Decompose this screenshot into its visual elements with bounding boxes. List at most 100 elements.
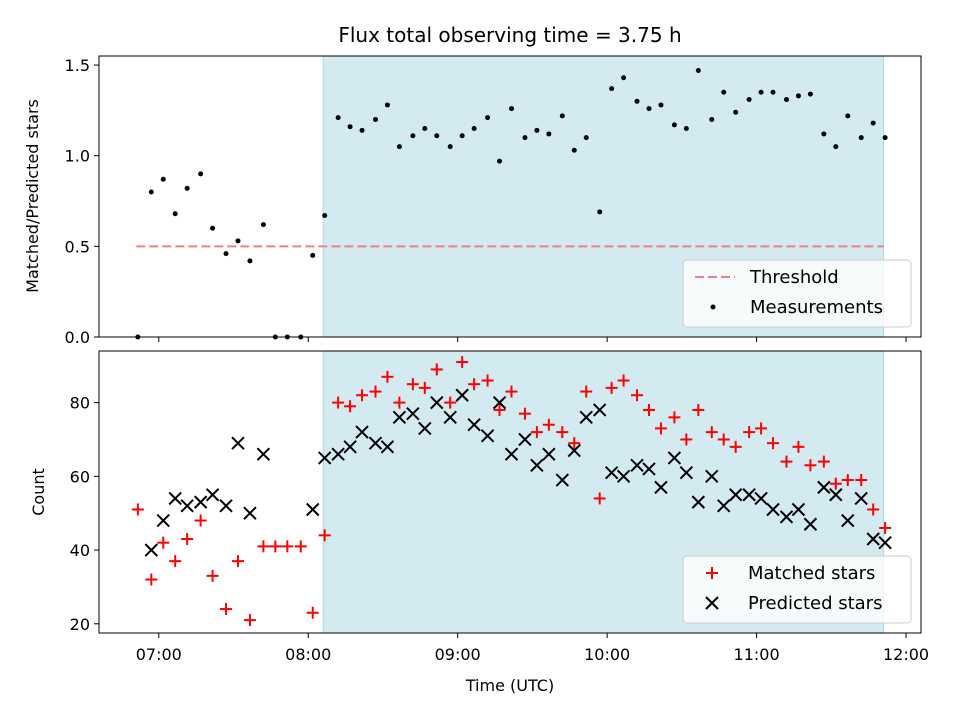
predicted-star-point (841, 513, 855, 528)
x-tick-label: 09:00 (435, 645, 481, 664)
matched-star-point (817, 455, 830, 468)
predicted-star-point (317, 451, 332, 465)
bottom-y-tick-label: 80 (70, 394, 90, 413)
matched-star-point (705, 426, 718, 439)
measurement-point (783, 97, 789, 103)
predicted-star-point (604, 465, 619, 480)
legend-matched-swatch (706, 567, 718, 579)
matched-star-point (194, 514, 207, 527)
measurement-point (882, 135, 888, 141)
measurement-point (821, 131, 827, 137)
measurement-point (571, 147, 577, 153)
x-tick-label: 10:00 (584, 645, 630, 664)
matched-star-point (518, 407, 531, 420)
measurement-point (758, 89, 764, 95)
measurement-point (235, 238, 241, 244)
predicted-star-point (803, 517, 818, 531)
predicted-star-point (467, 418, 481, 432)
bottom-y-axis-label: Count (29, 468, 48, 516)
measurement-point (646, 106, 652, 112)
predicted-star-point (418, 421, 432, 436)
matched-star-point (356, 389, 369, 402)
predicted-star-point (579, 410, 593, 425)
measurement-point (372, 116, 378, 122)
bottom-legend-box (682, 555, 912, 624)
predicted-star-point (368, 436, 383, 450)
measurement-point (609, 86, 615, 92)
matched-star-point (157, 536, 170, 549)
matched-star-point (306, 606, 319, 619)
matched-star-point (580, 385, 593, 398)
matched-star-point (668, 411, 681, 424)
measurement-point (434, 133, 440, 139)
matched-star-point (755, 422, 768, 435)
matched-star-point (642, 403, 655, 416)
matched-star-point (505, 385, 518, 398)
predicted-star-point (331, 447, 345, 461)
predicted-star-point (630, 458, 644, 472)
predicted-star-point (530, 458, 544, 472)
matched-star-point (257, 540, 270, 553)
predicted-star-point (205, 488, 220, 502)
measurement-point (210, 225, 216, 231)
predicted-star-point (380, 440, 395, 454)
matched-star-point (294, 540, 307, 553)
measurement-point (546, 131, 552, 137)
matched-star-point (393, 396, 406, 409)
measurement-point (160, 176, 166, 182)
bottom-axes-frame (98, 350, 922, 634)
predicted-star-point (492, 395, 507, 410)
predicted-star-point (219, 499, 233, 513)
predicted-star-point (180, 499, 194, 513)
predicted-star-point (742, 488, 756, 502)
legend-measurements-label: Measurements (750, 297, 883, 318)
matched-star-point (717, 433, 730, 446)
measurement-point (721, 89, 727, 95)
measurement-point (148, 189, 154, 195)
matched-star-point (617, 374, 630, 387)
predicted-star-point (642, 462, 656, 476)
chart-title: Flux total observing time = 3.75 h (338, 23, 681, 47)
measurement-point (471, 126, 477, 132)
matched-star-point (369, 385, 382, 398)
predicted-star-point (829, 488, 843, 502)
top-y-tick-label: 1.5 (65, 56, 90, 75)
predicted-star-point (343, 440, 357, 454)
matched-star-point (206, 569, 219, 582)
matched-star-point (841, 474, 854, 487)
bottom-legend: Matched stars Predicted stars (682, 555, 912, 624)
matched-star-point (743, 426, 756, 439)
x-tick-label: 11:00 (734, 645, 780, 664)
matched-star-point (430, 363, 443, 376)
predicted-star-point (555, 473, 570, 487)
x-tick-label: 08:00 (285, 645, 331, 664)
predicted-star-point (592, 403, 607, 417)
matched-star-point (493, 403, 506, 416)
measurement-point (583, 135, 589, 141)
predicted-star-point (504, 447, 519, 461)
measurement-point (709, 116, 715, 122)
predicted-star-point (518, 432, 532, 447)
measurement-point (795, 93, 801, 99)
measurement-point (260, 222, 266, 228)
matched-star-point (680, 433, 693, 446)
measurement-point (223, 251, 229, 257)
predicted-star-point (616, 469, 631, 484)
predicted-star-point (144, 543, 159, 557)
top-y-axis-label: Matched/Predicted stars (23, 99, 42, 293)
matched-star-point (542, 418, 555, 431)
measurement-point (770, 89, 776, 95)
predicted-star-point (256, 447, 271, 461)
top-legend: Threshold Measurements (682, 259, 912, 328)
measurement-point (247, 258, 253, 264)
matched-star-point (145, 573, 158, 586)
matched-star-point (729, 440, 742, 453)
matched-star-point (220, 603, 233, 616)
matched-star-point (281, 540, 294, 553)
predicted-star-point (168, 491, 182, 506)
predicted-star-point (705, 469, 719, 484)
measurement-point (447, 144, 453, 150)
measurement-point (833, 144, 839, 150)
measurement-point (746, 97, 752, 103)
